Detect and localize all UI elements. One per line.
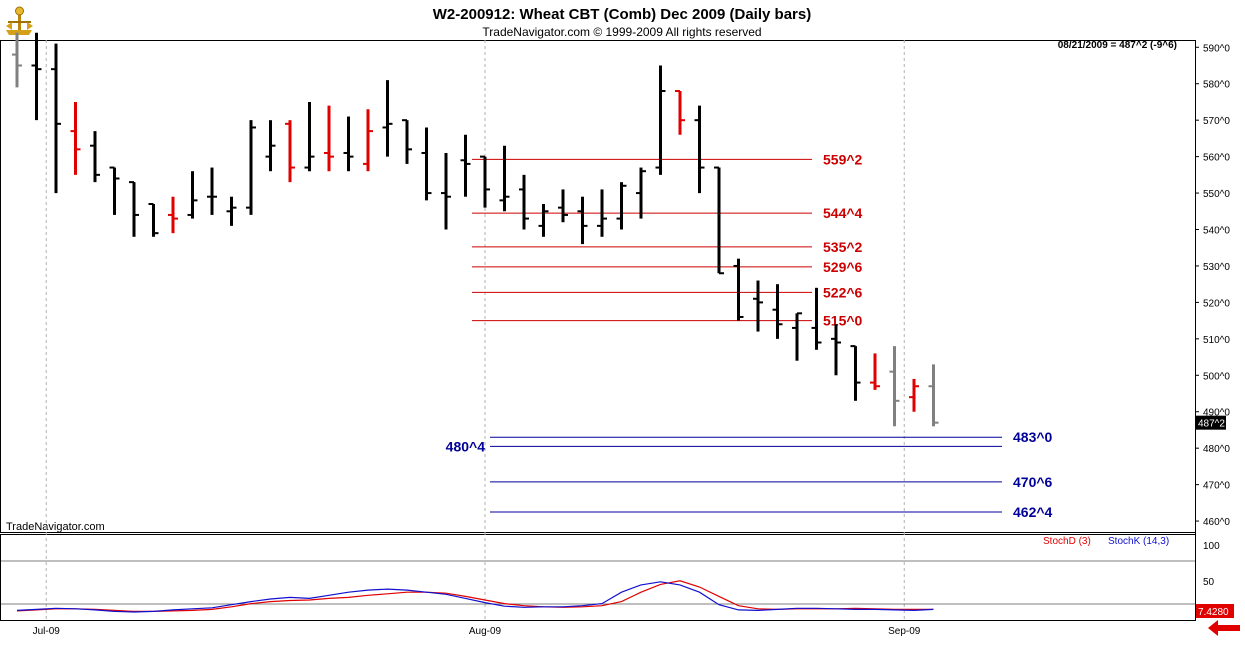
- panel-frames: [0, 40, 1196, 621]
- price-tick-label: 490^0: [1203, 408, 1230, 419]
- support-label: 480^4: [446, 438, 486, 454]
- last-quote: 08/21/2009 = 487^2 (-9^6): [1058, 40, 1177, 51]
- support-label: 462^4: [1013, 504, 1053, 520]
- price-tick-label: 510^0: [1203, 335, 1230, 346]
- price-tick-label: 590^0: [1203, 43, 1230, 54]
- price-bars: [12, 32, 939, 427]
- price-bar: [324, 105, 334, 172]
- last-price-box: [1196, 415, 1226, 430]
- price-bar: [363, 109, 373, 172]
- price-bar: [382, 80, 393, 157]
- resistance-label: 544^4: [823, 205, 863, 221]
- price-bar: [811, 287, 822, 350]
- price-bar: [480, 155, 490, 208]
- price-bar: [792, 312, 802, 361]
- price-tick-label: 500^0: [1203, 371, 1230, 382]
- gridlines: [45, 40, 905, 620]
- last-price-label: 487^2: [1198, 419, 1225, 430]
- price-bar: [285, 120, 295, 183]
- price-tick-label: 550^0: [1203, 189, 1230, 200]
- price-bar: [129, 181, 139, 237]
- price-bar: [421, 127, 432, 201]
- price-tick-label: 460^0: [1203, 517, 1230, 528]
- scroll-left-arrow-icon[interactable]: [1208, 620, 1240, 636]
- price-tick-label: 540^0: [1203, 226, 1230, 237]
- date-tick-label: Aug-09: [469, 626, 502, 637]
- price-bar: [889, 346, 900, 427]
- price-tick-label: 480^0: [1203, 444, 1230, 455]
- price-bar: [499, 145, 510, 212]
- price-bar: [831, 324, 841, 376]
- price-bar: [850, 345, 861, 401]
- price-bar: [733, 258, 744, 321]
- price-bar: [246, 120, 256, 215]
- stoch-tick-label: 100: [1203, 541, 1220, 552]
- price-bar: [675, 90, 685, 135]
- price-bar: [226, 196, 237, 226]
- watermark: TradeNavigator.com: [6, 521, 105, 533]
- price-bar: [616, 182, 627, 230]
- price-bar: [538, 204, 549, 237]
- support-label: 470^6: [1013, 474, 1053, 490]
- logo-icon: [6, 6, 33, 35]
- support-label: 483^0: [1013, 429, 1053, 445]
- price-bar: [265, 120, 276, 172]
- legend-stochk: StochK (14,3): [1108, 536, 1169, 547]
- price-bar: [870, 353, 880, 390]
- chart-title: W2-200912: Wheat CBT (Comb) Dec 2009 (Da…: [433, 6, 811, 23]
- price-tick-label: 570^0: [1203, 116, 1230, 127]
- resistance-label: 535^2: [823, 239, 863, 255]
- price-bar: [31, 32, 42, 121]
- price-bar: [109, 166, 120, 215]
- price-bar: [753, 280, 763, 332]
- price-bar: [304, 101, 315, 172]
- price-bar: [168, 196, 178, 234]
- date-tick-label: Jul-09: [33, 626, 61, 637]
- price-tick-label: 580^0: [1203, 80, 1230, 91]
- price-bar: [772, 284, 783, 339]
- price-bar: [460, 134, 471, 197]
- price-bar: [928, 364, 939, 427]
- price-bar: [90, 131, 100, 183]
- price-bar: [655, 65, 666, 175]
- price-bar: [187, 171, 198, 219]
- stoch-last-label: 7.4280: [1198, 607, 1229, 618]
- price-bar: [343, 116, 354, 172]
- price-bar: [577, 196, 588, 245]
- price-bar: [207, 167, 217, 215]
- price-tick-label: 470^0: [1203, 481, 1230, 492]
- stochk-line: [16, 581, 934, 613]
- date-axis: Jul-09 Aug-09 Sep-09: [33, 626, 921, 637]
- chart-subtitle: TradeNavigator.com © 1999-2009 All right…: [482, 25, 761, 39]
- legend-stochd: StochD (3): [1043, 536, 1091, 547]
- price-bar: [70, 101, 81, 175]
- price-bar: [51, 43, 61, 194]
- date-tick-label: Sep-09: [888, 626, 921, 637]
- price-bar: [636, 167, 646, 219]
- price-bar: [694, 105, 705, 194]
- price-bar: [714, 166, 724, 275]
- price-axis: 460^0 470^0 480^0 490^0 500^0 510^0 520^0 530^0…: [1195, 43, 1230, 528]
- price-bar: [402, 119, 412, 164]
- stochastic-panel: 100 50 StochD (3) StochK (14,3) 7.4280: [0, 536, 1234, 618]
- resistance-label: 522^6: [823, 284, 863, 300]
- price-bar: [597, 189, 607, 237]
- price-bar: [12, 32, 22, 88]
- price-bar: [148, 203, 159, 237]
- stoch-tick-label: 50: [1203, 577, 1215, 588]
- price-bar: [909, 378, 919, 412]
- price-bar: [558, 189, 568, 223]
- price-bar: [441, 152, 451, 230]
- stoch-last-box: [1196, 604, 1234, 618]
- price-tick-label: 520^0: [1203, 298, 1230, 309]
- resistance-label: 559^2: [823, 151, 863, 167]
- price-tick-label: 530^0: [1203, 262, 1230, 273]
- resistance-label: 515^0: [823, 313, 863, 329]
- price-tick-label: 560^0: [1203, 153, 1230, 164]
- price-bar: [519, 174, 529, 230]
- level-lines: 559^2 544^4 535^2 529^6 522^6 515^0 483^0 480^4…: [446, 151, 1053, 520]
- resistance-label: 529^6: [823, 259, 863, 275]
